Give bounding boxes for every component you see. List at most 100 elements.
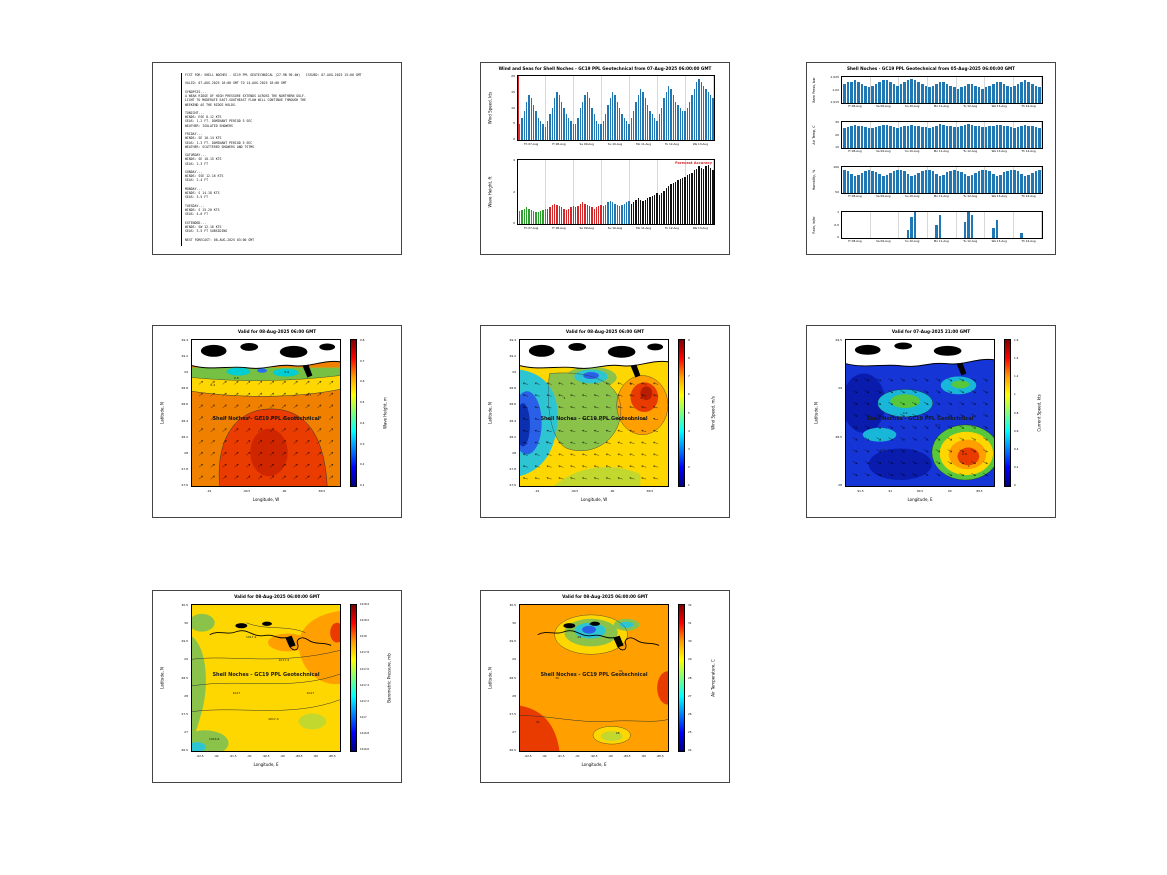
bar	[579, 203, 581, 224]
forecast-line: LIGHT TO MODERATE EAST-SOUTHEAST FLOW WI…	[185, 98, 306, 103]
wave-yticks: 4 2 0	[503, 159, 515, 225]
bar	[558, 95, 560, 140]
rain-yticks: 1 0.5 0	[825, 211, 839, 239]
figure-title: Wind and Seas for Shell Noches - GC19 PP…	[498, 66, 712, 71]
coastline	[192, 360, 340, 369]
tick-label: We 13-Aug	[692, 226, 709, 230]
tick-label: 27.8	[181, 466, 188, 471]
panel-map-air-temp: Valid for 08-Aug-2025 06:00:00 GMT Latit…	[480, 590, 730, 783]
bar	[995, 175, 999, 193]
panel-map-pressure: Valid for 08-Aug-2025 06:00:00 GMT Latit…	[152, 590, 402, 783]
bar	[556, 92, 558, 140]
forecast-line: WEATHER: SCATTERED SHOWERS AND TSTMS	[185, 144, 255, 149]
forecast-line: SEAS: 1-2 FT. DOMINANT PERIOD 5 SEC	[185, 119, 253, 124]
bar	[530, 209, 532, 224]
bar	[521, 209, 523, 224]
forecast-line: SEAS: 3-5 FT SUBSIDING	[185, 229, 228, 234]
tick-label: 5	[513, 121, 515, 126]
bar	[519, 211, 521, 224]
bar	[644, 199, 647, 224]
bar	[935, 125, 938, 148]
bar	[677, 180, 679, 224]
forecast-line: SEAS: 2-3 FT	[185, 161, 209, 166]
tick-label: 5	[688, 410, 690, 415]
tick-label: 25	[688, 729, 692, 734]
bar	[574, 207, 577, 224]
tick-label: Mo 11-Aug	[636, 142, 652, 146]
pressure-xticks: Fr 08-Aug Sa 09-Aug Su 10-Aug Mo 11-Aug Tu 1…	[841, 105, 1043, 108]
bar	[1006, 85, 1009, 103]
bar	[570, 120, 572, 140]
bar	[850, 173, 853, 193]
map-title: Valid for 08-Aug-2025 06:00:00 GMT	[234, 594, 320, 599]
bar	[952, 87, 956, 103]
bar	[656, 120, 658, 140]
tick-label: -92	[542, 754, 547, 758]
colorbar-label: Air Temperature, C	[710, 659, 716, 697]
bar	[1002, 172, 1006, 193]
bar	[931, 85, 935, 103]
bar	[867, 170, 871, 193]
forecast-line: SEAS: 1-3 FT. DOMINANT PERIOD 5 SEC	[185, 140, 253, 145]
bar	[633, 202, 635, 224]
map-xticks: -92.5 -92 -91.5 -91 -90.5 -90 -89.5 -89 -88.5	[191, 755, 341, 758]
humidity-axes	[841, 166, 1043, 194]
tick-label: -88.5	[656, 754, 664, 758]
temp-yticks: 30 20 10	[825, 121, 839, 149]
map-watermark: Shell Noches - GC19 PPL Geotechnical	[212, 415, 320, 422]
river-delta	[613, 635, 624, 648]
bar	[709, 95, 712, 140]
bar	[885, 175, 889, 193]
tick-label: 27	[512, 729, 516, 734]
bar	[1020, 173, 1023, 193]
bar	[846, 82, 850, 103]
bar	[551, 204, 553, 224]
bar	[1016, 83, 1020, 103]
tick-label: 0.6	[360, 379, 365, 384]
tick-label: 28	[184, 693, 188, 698]
forecast-line: SEAS: 3-5 FT	[185, 195, 209, 200]
river-delta	[302, 364, 313, 378]
tick-label: 1017	[360, 716, 367, 720]
tick-label: 29.2	[181, 354, 188, 359]
bar	[977, 171, 981, 193]
map-xticks: -91 -90.5 -90 -89.5	[519, 490, 669, 493]
bar	[867, 87, 871, 103]
bar	[546, 208, 549, 224]
bar	[698, 166, 700, 224]
tick-label: 28.5	[835, 434, 842, 439]
tick-label: 29	[512, 657, 516, 662]
tick-label: 0.4	[360, 420, 365, 425]
tick-label: We 13-Aug	[692, 142, 709, 146]
tick-label: 1018.4	[360, 603, 370, 606]
tick-label: -89.5	[623, 754, 631, 758]
map-yticks: 29.5 29 28.5 28	[827, 339, 842, 487]
tick-label: 1017.8	[360, 651, 370, 655]
map-ylabel: Latitude, N	[813, 402, 819, 424]
isotherm	[520, 715, 668, 722]
tick-label: Tu 12-Aug	[665, 226, 679, 230]
pressure-bars	[842, 77, 1042, 103]
tick-label: 27.5	[509, 711, 516, 716]
tick-label: 30	[835, 120, 839, 124]
bar	[878, 174, 882, 193]
bar	[672, 183, 674, 224]
lake	[933, 345, 962, 356]
bar	[871, 127, 874, 148]
bar	[542, 209, 544, 224]
tick-label: Tu 12-Aug	[963, 104, 978, 108]
bar	[640, 88, 642, 140]
bar	[700, 167, 702, 224]
bar	[521, 117, 523, 140]
map-title: Valid for 07-Aug-2025 21:00 GMT	[891, 329, 971, 334]
bar	[874, 83, 878, 103]
contour-line	[218, 408, 328, 486]
bar	[850, 82, 853, 103]
tick-label: -91	[534, 489, 540, 493]
map-yticks: 29.4 29.2 29 28.8 28.6 28.4 28.2 28 27.8 27.6	[501, 339, 516, 487]
tick-label: 15	[511, 89, 515, 94]
bar	[684, 176, 686, 224]
vector-arrows	[198, 380, 334, 480]
map-ylabel: Latitude, N	[487, 667, 493, 689]
bar	[581, 202, 584, 224]
